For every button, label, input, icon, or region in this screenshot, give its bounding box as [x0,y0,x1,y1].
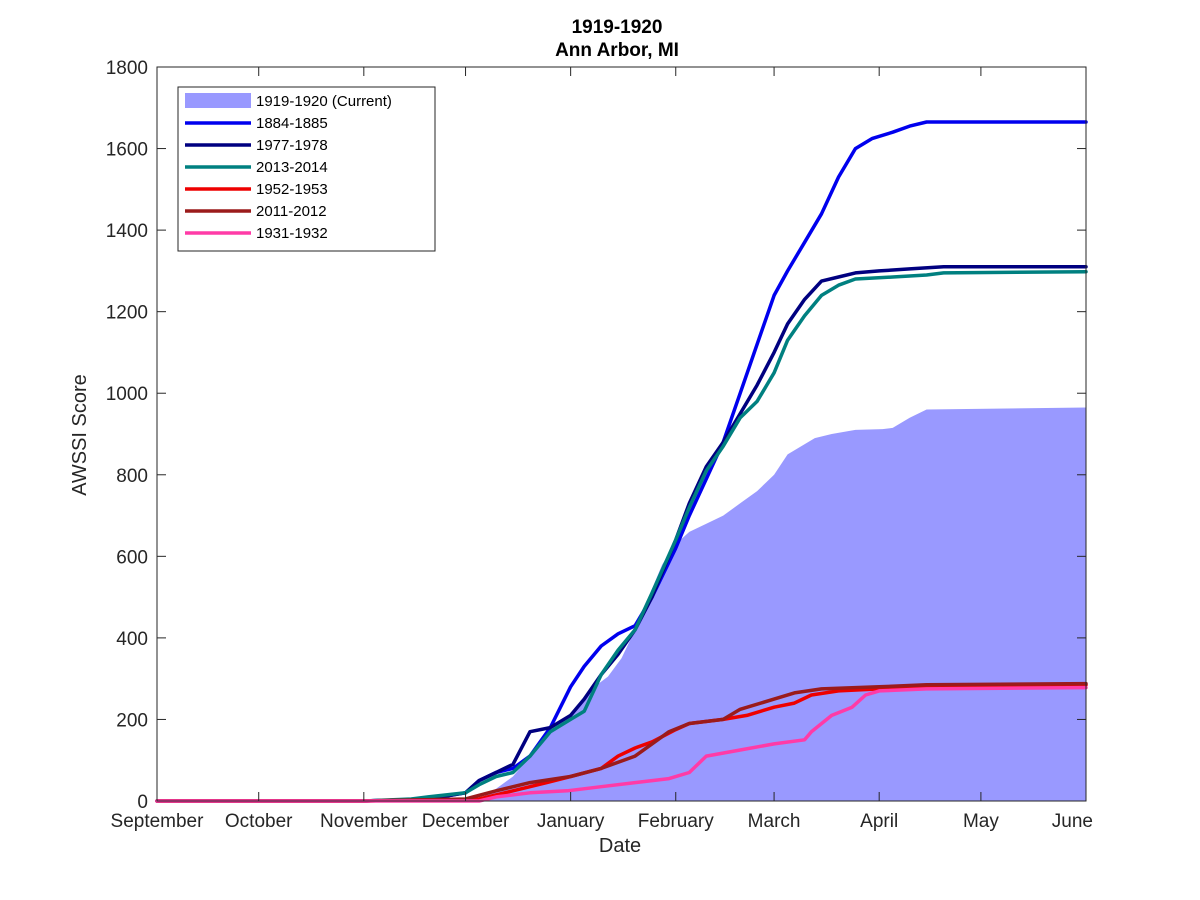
x-axis-label: Date [599,835,641,857]
x-tick-label: March [748,811,801,832]
legend-label: 1919-1920 (Current) [256,93,392,110]
x-tick-label: February [638,811,715,832]
x-tick-label: December [422,811,510,832]
y-tick-label: 0 [137,792,148,813]
x-tick-label: May [963,811,999,832]
axes-box [156,66,1087,802]
legend-label: 1884-1885 [256,115,328,132]
line-2013-2014 [155,269,1088,803]
legend-label: 2013-2014 [256,159,328,176]
legend-label: 1952-1953 [256,181,328,198]
y-tick-label: 600 [116,547,148,568]
x-tick-label: November [320,811,408,832]
legend-item: 1952-1953 [185,181,328,198]
chart-title: 1919-1920 [572,17,663,38]
x-tick-label: April [860,811,898,832]
legend-item: 2011-2012 [185,203,327,220]
chart-subtitle: Ann Arbor, MI [555,40,679,61]
legend-swatch [185,93,251,108]
plot-area [155,120,1088,803]
y-tick-label: 1200 [106,303,148,324]
x-tick-label: October [225,811,293,832]
y-tick-label: 800 [116,466,148,487]
line-2011-2012 [155,681,1088,803]
legend-box [177,86,436,252]
y-tick-label: 200 [116,710,148,731]
legend-item: 2013-2014 [185,159,328,176]
x-axis-ticks: September October November December January F… [111,67,1093,832]
legend-item: 1919-1920 (Current) [185,93,392,110]
legend-label: 2011-2012 [256,203,327,220]
legend-item: 1884-1885 [185,115,328,132]
y-tick-label: 1600 [106,140,148,161]
x-tick-label: September [111,811,205,832]
axes-frame [156,66,1087,802]
legend-label: 1931-1932 [256,225,328,242]
legend-item: 1977-1978 [185,137,328,154]
y-tick-label: 1800 [106,58,148,79]
legend-label: 1977-1978 [256,137,328,154]
legend-item: 1931-1932 [185,225,328,242]
y-tick-label: 1400 [106,221,148,242]
x-tick-label: June [1052,811,1093,832]
y-tick-label: 1000 [106,384,148,405]
y-axis-label: AWSSI Score [69,374,91,496]
y-tick-label: 400 [116,629,148,650]
x-tick-label: January [537,811,605,832]
legend: 1919-1920 (Current) 1884-1885 1977-1978 201… [177,86,436,252]
area-1919-1920-current [157,407,1086,801]
line-1931-1932 [155,685,1088,803]
y-axis-ticks: 0 200 400 600 800 1000 1200 1400 1600 1800 [106,58,1086,813]
